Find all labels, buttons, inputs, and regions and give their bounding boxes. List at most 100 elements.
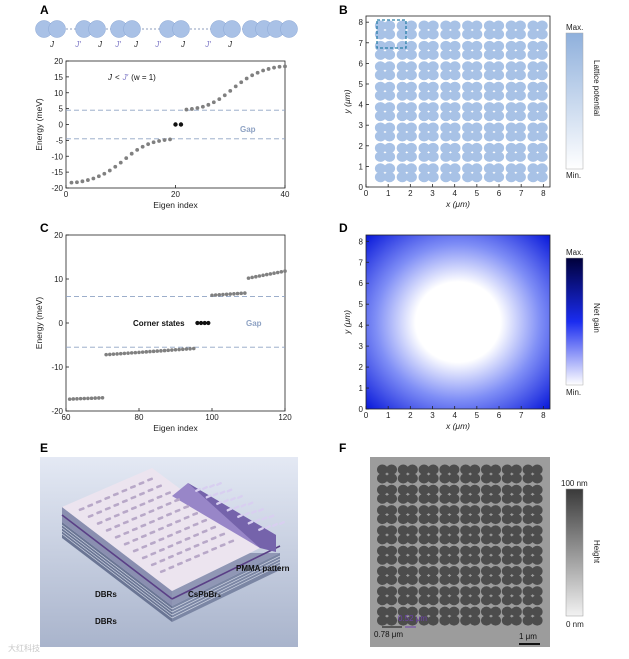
afm-site (481, 615, 492, 626)
lattice-site (471, 81, 483, 93)
afm-site (522, 534, 534, 545)
pmma-hole (265, 524, 271, 530)
bulk-point (221, 292, 225, 297)
bulk-point (102, 171, 107, 176)
lattice-site (471, 163, 483, 174)
afm-site (386, 606, 397, 617)
afm-site (397, 513, 409, 525)
afm-site (418, 473, 430, 484)
afm-site (397, 586, 409, 597)
y-tick-label: 6 (359, 59, 364, 68)
afm-site (386, 473, 397, 484)
lattice-site (483, 20, 496, 31)
lattice-site (462, 49, 474, 60)
pattern-hole (193, 543, 200, 548)
pattern-hole (139, 502, 146, 507)
lattice-site (440, 110, 452, 122)
lattice-site (505, 69, 517, 81)
lattice-site (462, 151, 474, 162)
bulk-point (213, 293, 218, 297)
lattice-site (462, 163, 474, 174)
lattice-site (492, 131, 505, 142)
afm-site (469, 545, 481, 556)
afm-site (522, 464, 534, 475)
pattern-hole (140, 523, 147, 528)
afm-site (427, 525, 439, 536)
pattern-hole (114, 524, 121, 529)
lattice-site (492, 102, 505, 113)
lattice-site (527, 20, 539, 31)
lattice-site (505, 49, 517, 60)
panel-label: D (339, 221, 348, 235)
afm-site (418, 606, 430, 617)
afm-site (386, 574, 397, 586)
coupling-label: J (49, 40, 55, 49)
afm-site (531, 513, 543, 525)
afm-site (511, 505, 522, 516)
pattern-hole (129, 484, 136, 489)
pattern-hole (228, 539, 235, 544)
afm-site (377, 566, 388, 577)
bulk-point (133, 350, 138, 355)
afm-site (377, 493, 388, 504)
y-tick-label: 0 (359, 405, 364, 414)
bulk-point (283, 269, 287, 273)
bulk-point (190, 107, 194, 111)
afm-site (407, 606, 418, 617)
lattice-site (505, 142, 517, 154)
afm-site (427, 505, 439, 516)
pattern-hole (96, 520, 103, 525)
afm-site (386, 534, 397, 545)
afm-site (439, 505, 451, 516)
lattice-site (383, 110, 396, 122)
bulk-point (177, 347, 181, 352)
afm-site (377, 545, 388, 556)
bulk-point (210, 293, 214, 298)
y-tick-label: 7 (359, 39, 364, 48)
y-tick-label: 1 (359, 384, 364, 393)
pattern-hole (211, 546, 218, 551)
afm-site (490, 615, 501, 626)
lattice-site (405, 131, 417, 142)
pmma-hole (216, 500, 222, 506)
bulk-point (129, 351, 134, 355)
afm-site (418, 595, 430, 606)
afm-site (460, 513, 471, 525)
afm-site (469, 615, 481, 626)
lattice-site (492, 81, 505, 93)
y-tick-label: 4 (359, 321, 364, 330)
afm-site (460, 595, 471, 606)
pattern-hole (131, 516, 138, 521)
lattice-site (449, 171, 461, 183)
lattice-site (505, 102, 517, 113)
afm-site (490, 595, 501, 606)
x-tick-label: 3 (430, 189, 435, 198)
lattice-site (405, 61, 417, 72)
afm-site (531, 505, 543, 516)
lattice-site (483, 122, 496, 133)
lattice-site (405, 142, 417, 154)
bulk-point (89, 396, 94, 401)
afm-site (377, 574, 388, 586)
lattice-site (418, 122, 430, 133)
lattice-site (492, 163, 505, 174)
pmma-hole (223, 498, 229, 504)
afm-site (501, 505, 513, 516)
pattern-hole (175, 519, 182, 524)
afm-site (427, 595, 439, 606)
coupling-label: J′ (204, 40, 211, 49)
pattern-hole (159, 569, 166, 574)
lattice-site (471, 69, 483, 81)
afm-site (469, 566, 481, 577)
y-tick-label: 0 (59, 319, 64, 328)
edge-point (173, 122, 178, 127)
bulk-point (97, 396, 101, 400)
panel-label: E (40, 441, 48, 455)
pattern-hole (149, 530, 156, 535)
bulk-point (184, 347, 189, 351)
colorbar-min: 0 nm (566, 620, 584, 629)
panel-f: F 0.52 μm 0.78 μm 1 μm 100 nm 0 nm Heigh… (339, 441, 601, 647)
afm-site (511, 606, 522, 617)
lattice-site (505, 29, 517, 40)
afm-site (531, 525, 543, 536)
